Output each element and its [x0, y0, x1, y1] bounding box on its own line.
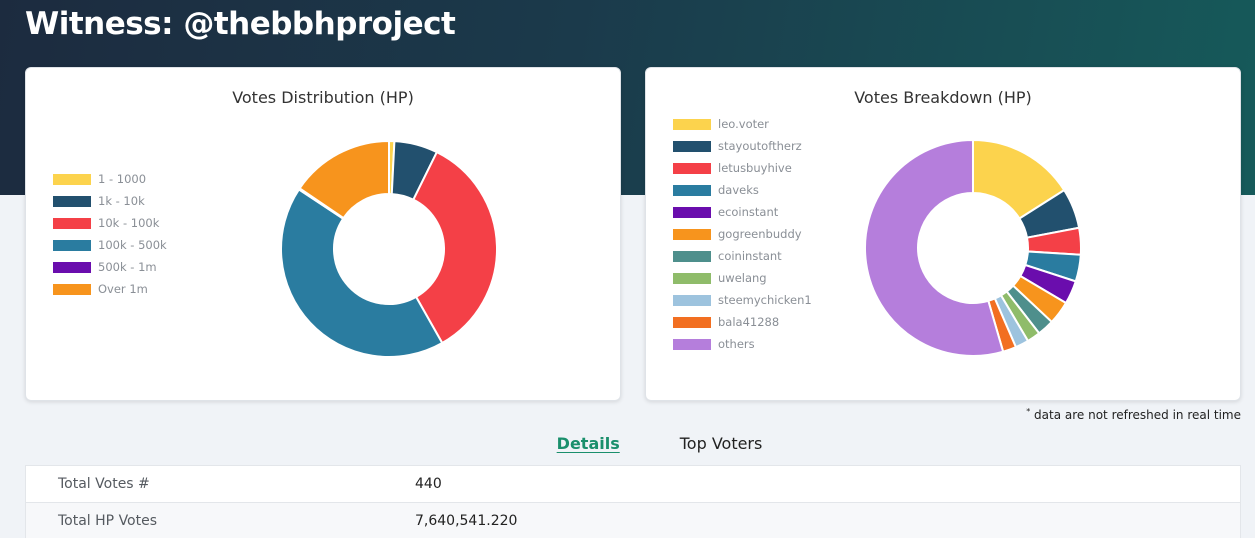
distribution-legend-item[interactable]: Over 1m	[53, 278, 167, 300]
breakdown-legend-item[interactable]: ecoinstant	[673, 201, 812, 223]
legend-swatch	[53, 195, 91, 207]
table-row: Total HP Votes 7,640,541.220	[26, 503, 1240, 538]
legend-swatch	[53, 239, 91, 251]
breakdown-legend-item[interactable]: daveks	[673, 179, 812, 201]
distribution-legend-item[interactable]: 1k - 10k	[53, 190, 167, 212]
distribution-legend-item[interactable]: 10k - 100k	[53, 212, 167, 234]
legend-label: 1 - 1000	[98, 172, 147, 186]
legend-swatch	[53, 173, 91, 185]
tab-details[interactable]: Details	[556, 434, 620, 453]
total-votes-value: 440	[415, 476, 442, 492]
votes-breakdown-donut-chart	[864, 138, 1082, 357]
breakdown-legend-item[interactable]: stayoutoftherz	[673, 135, 812, 157]
votes-distribution-title: Votes Distribution (HP)	[232, 88, 414, 107]
details-table: Total Votes # 440 Total HP Votes 7,640,5…	[25, 465, 1241, 538]
legend-label: uwelang	[718, 271, 767, 285]
legend-label: bala41288	[718, 315, 780, 329]
breakdown-legend-item[interactable]: coininstant	[673, 245, 812, 267]
legend-label: Over 1m	[98, 282, 148, 296]
tab-top-voters[interactable]: Top Voters	[679, 434, 763, 453]
legend-label: 100k - 500k	[98, 238, 167, 252]
legend-label: coininstant	[718, 249, 782, 263]
legend-label: gogreenbuddy	[718, 227, 802, 241]
votes-distribution-donut-chart	[280, 139, 498, 358]
legend-label: leo.voter	[718, 117, 769, 131]
breakdown-legend-item[interactable]: uwelang	[673, 267, 812, 289]
distribution-slice-over-1m[interactable]	[298, 139, 390, 220]
legend-label: 10k - 100k	[98, 216, 160, 230]
legend-swatch	[673, 206, 711, 218]
table-row: Total Votes # 440	[26, 466, 1240, 503]
legend-label: ecoinstant	[718, 205, 779, 219]
distribution-legend-item[interactable]: 500k - 1m	[53, 256, 167, 278]
legend-label: 500k - 1m	[98, 260, 157, 274]
legend-swatch	[53, 217, 91, 229]
breakdown-legend-item[interactable]: gogreenbuddy	[673, 223, 812, 245]
legend-swatch	[673, 118, 711, 130]
note-asterisk: *	[1026, 407, 1031, 416]
legend-swatch	[673, 140, 711, 152]
votes-breakdown-title: Votes Breakdown (HP)	[854, 88, 1032, 107]
breakdown-slice-others[interactable]	[864, 138, 1005, 357]
note-text: data are not refreshed in real time	[1034, 408, 1241, 422]
legend-label: others	[718, 337, 755, 351]
breakdown-legend-item[interactable]: letusbuyhive	[673, 157, 812, 179]
total-hp-votes-label: Total HP Votes	[58, 513, 158, 529]
breakdown-legend-item[interactable]: bala41288	[673, 311, 812, 333]
distribution-legend-item[interactable]: 1 - 1000	[53, 168, 167, 190]
legend-swatch	[673, 162, 711, 174]
legend-label: steemychicken1	[718, 293, 812, 307]
legend-swatch	[673, 228, 711, 240]
legend-swatch	[53, 261, 91, 273]
votes-distribution-card: Votes Distribution (HP) 1 - 1000 1k - 10k…	[25, 67, 621, 401]
legend-swatch	[673, 184, 711, 196]
votes-distribution-legend: 1 - 1000 1k - 10k 10k - 100k 100k - 500k 500…	[53, 168, 167, 300]
total-hp-votes-value: 7,640,541.220	[415, 513, 518, 529]
votes-breakdown-legend: leo.voter stayoutoftherz letusbuyhive davek…	[673, 113, 812, 355]
distribution-slice-100k-500k[interactable]	[280, 188, 444, 358]
page-title: Witness: @thebbhproject	[25, 6, 456, 42]
total-votes-label: Total Votes #	[58, 476, 150, 492]
legend-label: stayoutoftherz	[718, 139, 802, 153]
refresh-note: * data are not refreshed in real time	[1026, 407, 1241, 422]
legend-label: daveks	[718, 183, 759, 197]
legend-label: 1k - 10k	[98, 194, 145, 208]
tabs-bar: Details Top Voters	[0, 434, 1255, 453]
legend-swatch	[673, 338, 711, 350]
legend-swatch	[53, 283, 91, 295]
breakdown-legend-item[interactable]: leo.voter	[673, 113, 812, 135]
legend-swatch	[673, 316, 711, 328]
breakdown-legend-item[interactable]: steemychicken1	[673, 289, 812, 311]
breakdown-legend-item[interactable]: others	[673, 333, 812, 355]
legend-label: letusbuyhive	[718, 161, 792, 175]
legend-swatch	[673, 294, 711, 306]
legend-swatch	[673, 272, 711, 284]
distribution-slice-10k-100k[interactable]	[412, 150, 498, 345]
distribution-legend-item[interactable]: 100k - 500k	[53, 234, 167, 256]
legend-swatch	[673, 250, 711, 262]
